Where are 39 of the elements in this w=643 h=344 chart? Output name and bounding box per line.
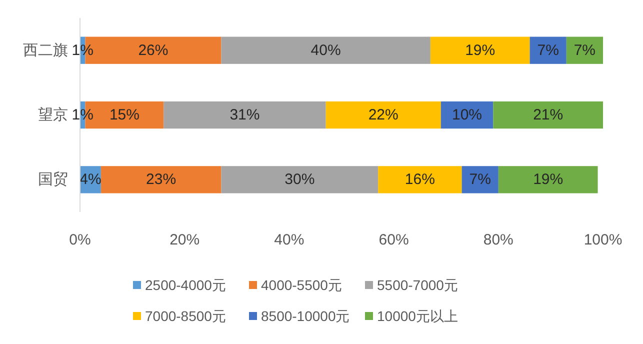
bar [221,166,378,194]
bar [430,36,530,64]
data-label: 10% [452,106,482,124]
data-label: 21% [533,106,564,124]
data-label: 16% [404,171,435,188]
data-label: 40% [310,42,341,59]
x-tick-label: 60% [378,232,409,248]
x-tick-label: 40% [274,232,304,248]
data-label: 30% [284,171,315,188]
x-tick-label: 20% [170,232,200,248]
bar [462,166,498,194]
data-label: 1% [72,106,94,124]
data-label: 1% [72,42,94,59]
data-label: 26% [138,42,168,59]
bar [566,36,603,64]
bar [530,36,566,64]
bar [493,101,603,129]
data-label: 7% [574,42,596,59]
bar [498,166,598,194]
x-tick-label: 100% [584,232,622,248]
bar [326,101,441,129]
data-label: 15% [109,106,140,124]
bar [100,166,222,194]
data-label: 22% [368,106,398,124]
data-label: 19% [533,171,564,188]
bar [378,166,462,194]
data-label: 7% [469,171,491,188]
y-tick-label: 望京 [38,106,68,124]
data-label: 23% [146,171,176,188]
data-label: 4% [80,171,102,188]
y-tick-label: 西二旗 [23,42,68,59]
data-label: 19% [465,42,496,59]
bar [164,101,326,129]
y-tick-label: 国贸 [38,171,68,188]
data-label: 7% [537,42,559,59]
x-tick-label: 80% [483,232,514,248]
bar [221,36,430,64]
x-tick-label: 0% [69,232,91,248]
data-label: 31% [230,106,260,124]
